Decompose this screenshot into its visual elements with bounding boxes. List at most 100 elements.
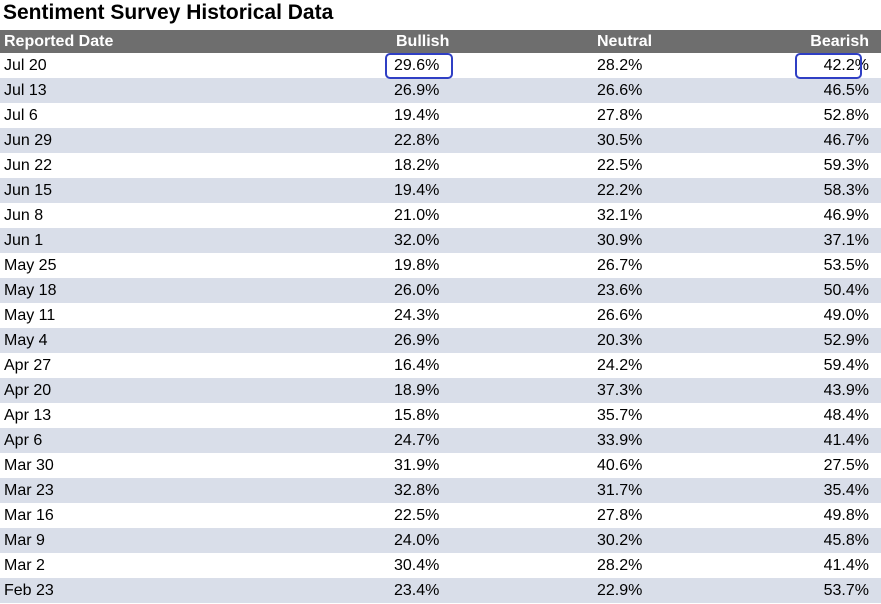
table-row: Apr 13 15.8% 35.7% 48.4% xyxy=(0,403,881,428)
cell-neutral: 37.3% xyxy=(597,382,643,399)
column-header-date: Reported Date xyxy=(4,33,114,50)
cell-bearish: 41.4% xyxy=(823,432,869,449)
cell-bearish: 52.8% xyxy=(823,107,869,124)
table-row: Mar 2 30.4% 28.2% 41.4% xyxy=(0,553,881,578)
cell-date: Feb 23 xyxy=(4,582,54,599)
cell-bearish: 59.4% xyxy=(823,357,869,374)
page-title: Sentiment Survey Historical Data xyxy=(3,1,334,24)
cell-date: Jun 8 xyxy=(4,207,44,224)
column-header-bullish: Bullish xyxy=(396,33,450,50)
table-row: Apr 27 16.4% 24.2% 59.4% xyxy=(0,353,881,378)
column-header-neutral: Neutral xyxy=(597,33,653,50)
cell-bearish: 53.5% xyxy=(823,257,869,274)
cell-neutral: 40.6% xyxy=(597,457,643,474)
cell-bearish: 35.4% xyxy=(823,482,869,499)
cell-bullish: 31.9% xyxy=(394,457,440,474)
cell-neutral: 27.8% xyxy=(597,507,643,524)
cell-bullish: 16.4% xyxy=(394,357,440,374)
cell-bearish: 46.7% xyxy=(823,132,869,149)
cell-bullish: 21.0% xyxy=(394,207,440,224)
cell-bullish: 24.3% xyxy=(394,307,440,324)
cell-neutral: 24.2% xyxy=(597,357,643,374)
cell-bullish: 24.7% xyxy=(394,432,440,449)
cell-neutral: 30.2% xyxy=(597,532,643,549)
cell-date: Mar 23 xyxy=(4,482,54,499)
cell-neutral: 30.9% xyxy=(597,232,643,249)
cell-date: Jul 6 xyxy=(4,107,38,124)
cell-date: May 25 xyxy=(4,257,57,274)
cell-bullish: 19.8% xyxy=(394,257,440,274)
cell-bearish: 46.5% xyxy=(823,82,869,99)
cell-date: Jul 20 xyxy=(4,57,47,74)
table-row: Jun 15 19.4% 22.2% 58.3% xyxy=(0,178,881,203)
cell-date: Mar 16 xyxy=(4,507,54,524)
cell-bullish: 15.8% xyxy=(394,407,440,424)
cell-neutral: 20.3% xyxy=(597,332,643,349)
cell-date: Mar 30 xyxy=(4,457,54,474)
table-row: Mar 9 24.0% 30.2% 45.8% xyxy=(0,528,881,553)
cell-bearish: 37.1% xyxy=(823,232,869,249)
cell-bearish: 49.0% xyxy=(823,307,869,324)
cell-date: Jun 29 xyxy=(4,132,53,149)
table-row: Jun 22 18.2% 22.5% 59.3% xyxy=(0,153,881,178)
table-row: Jul 13 26.9% 26.6% 46.5% xyxy=(0,78,881,103)
table-row: Jul 6 19.4% 27.8% 52.8% xyxy=(0,103,881,128)
table-row: May 11 24.3% 26.6% 49.0% xyxy=(0,303,881,328)
cell-bearish: 59.3% xyxy=(823,157,869,174)
cell-date: May 18 xyxy=(4,282,57,299)
cell-neutral: 31.7% xyxy=(597,482,643,499)
table-row: May 18 26.0% 23.6% 50.4% xyxy=(0,278,881,303)
table-row: Feb 23 23.4% 22.9% 53.7% xyxy=(0,578,881,603)
cell-neutral: 26.6% xyxy=(597,82,643,99)
cell-date: Jun 15 xyxy=(4,182,53,199)
cell-bearish: 27.5% xyxy=(823,457,869,474)
cell-bearish: 58.3% xyxy=(823,182,869,199)
cell-neutral: 32.1% xyxy=(597,207,643,224)
table-row: Mar 16 22.5% 27.8% 49.8% xyxy=(0,503,881,528)
cell-bearish: 41.4% xyxy=(823,557,869,574)
cell-date: May 11 xyxy=(4,307,56,324)
cell-bullish: 18.9% xyxy=(394,382,440,399)
cell-bearish: 50.4% xyxy=(823,282,869,299)
table-row: Jul 20 29.6% 28.2% 42.2% xyxy=(0,53,881,78)
cell-neutral: 28.2% xyxy=(597,57,643,74)
table-row: Apr 20 18.9% 37.3% 43.9% xyxy=(0,378,881,403)
cell-date: Apr 27 xyxy=(4,357,52,374)
cell-bearish: 52.9% xyxy=(823,332,869,349)
cell-neutral: 22.5% xyxy=(597,157,643,174)
cell-date: Apr 20 xyxy=(4,382,52,399)
cell-neutral: 30.5% xyxy=(597,132,643,149)
cell-date: Apr 6 xyxy=(4,432,43,449)
cell-bearish: 48.4% xyxy=(823,407,869,424)
table-row: May 25 19.8% 26.7% 53.5% xyxy=(0,253,881,278)
cell-date: Mar 9 xyxy=(4,532,45,549)
cell-bearish: 46.9% xyxy=(823,207,869,224)
cell-date: May 4 xyxy=(4,332,48,349)
cell-bullish: 32.0% xyxy=(394,232,440,249)
table-row: Jun 29 22.8% 30.5% 46.7% xyxy=(0,128,881,153)
table-row: Mar 30 31.9% 40.6% 27.5% xyxy=(0,453,881,478)
cell-neutral: 33.9% xyxy=(597,432,643,449)
cell-bearish: 45.8% xyxy=(823,532,869,549)
cell-bearish: 43.9% xyxy=(823,382,869,399)
cell-bullish: 19.4% xyxy=(394,107,440,124)
cell-bearish: 49.8% xyxy=(823,507,869,524)
cell-date: Jun 1 xyxy=(4,232,44,249)
table-row: May 4 26.9% 20.3% 52.9% xyxy=(0,328,881,353)
cell-bullish: 26.9% xyxy=(394,82,440,99)
cell-neutral: 23.6% xyxy=(597,282,643,299)
table-row: Apr 6 24.7% 33.9% 41.4% xyxy=(0,428,881,453)
cell-bullish: 32.8% xyxy=(394,482,440,499)
cell-bullish: 24.0% xyxy=(394,532,440,549)
cell-bearish: 42.2% xyxy=(823,57,869,74)
cell-neutral: 27.8% xyxy=(597,107,643,124)
cell-bullish: 19.4% xyxy=(394,182,440,199)
cell-bullish: 23.4% xyxy=(394,582,440,599)
column-header-bearish: Bearish xyxy=(810,33,869,50)
cell-neutral: 35.7% xyxy=(597,407,643,424)
table-row: Jun 1 32.0% 30.9% 37.1% xyxy=(0,228,881,253)
cell-date: Apr 13 xyxy=(4,407,52,424)
cell-date: Jul 13 xyxy=(4,82,47,99)
cell-neutral: 28.2% xyxy=(597,557,643,574)
cell-date: Mar 2 xyxy=(4,557,45,574)
